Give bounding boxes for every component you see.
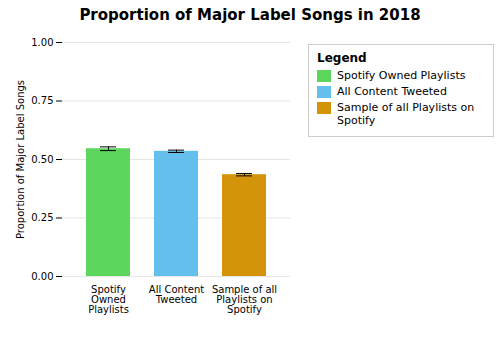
svg-text:0.75: 0.75 bbox=[31, 95, 53, 106]
svg-text:0.50: 0.50 bbox=[31, 154, 53, 165]
svg-text:0.25: 0.25 bbox=[31, 212, 53, 223]
html-text:All Content Tweeted: All Content Tweeted bbox=[337, 85, 447, 98]
svg-text:Proportion of Major Label Song: Proportion of Major Label Songs bbox=[15, 80, 26, 239]
html-text:Proportion of Major Label Song: Proportion of Major Label Songs in 2018 bbox=[79, 6, 421, 24]
html-text:Sample of all Playlists on Spo: Sample of all Playlists on Spotify bbox=[337, 101, 475, 127]
svg-text:All ContentTweeted: All ContentTweeted bbox=[149, 284, 204, 305]
svg-text:1.00: 1.00 bbox=[31, 37, 53, 48]
html-text:Spotify Owned Playlists: Spotify Owned Playlists bbox=[337, 69, 466, 82]
svg-text:Sample of allPlaylists onSpoti: Sample of allPlaylists onSpotify bbox=[212, 284, 277, 315]
html-text:Legend: Legend bbox=[317, 51, 367, 65]
svg-text:SpotifyOwnedPlaylists: SpotifyOwnedPlaylists bbox=[88, 284, 129, 315]
svg-text:0.00: 0.00 bbox=[31, 271, 53, 282]
